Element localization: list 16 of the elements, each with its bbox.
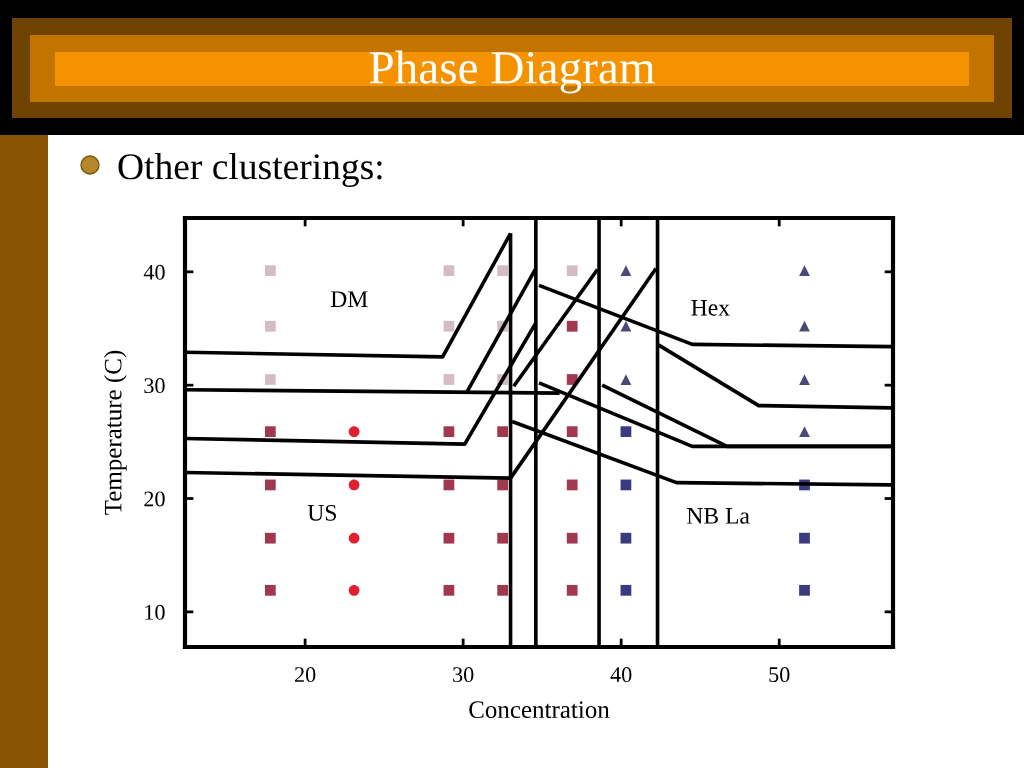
chart-title: Phase Diagram — [369, 50, 655, 94]
x-tick-label: 30 — [453, 667, 474, 683]
y-tick-label: 10 — [145, 604, 165, 620]
x-axis-title: Concentration — [469, 701, 610, 719]
y-tick-label: 30 — [144, 378, 165, 394]
y-tick-label: 20 — [144, 491, 165, 507]
annotation: DM — [330, 291, 368, 307]
x-tick-label: 40 — [610, 667, 632, 683]
y-tick-label: 40 — [143, 264, 165, 280]
annotation: US — [307, 504, 336, 521]
annotation: NB La — [687, 508, 750, 524]
x-tick-label: 20 — [294, 667, 316, 683]
x-tick-label: 50 — [769, 667, 790, 683]
chart-subtitle: Other clusterings: — [118, 152, 382, 188]
annotation: Hex — [691, 300, 730, 316]
y-axis-title: Temperature (C) — [103, 350, 127, 515]
